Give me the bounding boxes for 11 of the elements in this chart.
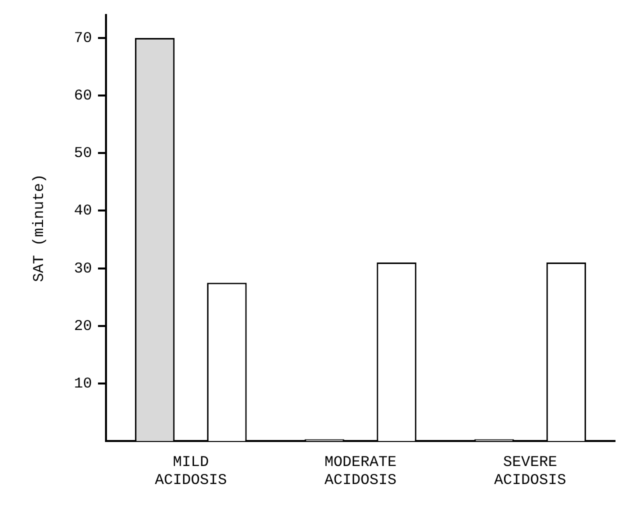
x-tick-label: SEVERE ACIDOSIS (494, 454, 566, 489)
x-tick-label: MILD ACIDOSIS (154, 454, 227, 489)
y-tick-label: 40 (74, 202, 92, 220)
y-tick-label: 70 (74, 30, 92, 47)
y-axis-title: SAT (minute) (30, 174, 48, 282)
y-tick-label: 10 (74, 375, 92, 392)
y-tick-label: 20 (74, 318, 92, 335)
y-tick-label: 60 (74, 88, 92, 105)
y-tick-label: 30 (74, 260, 92, 278)
y-tick-label: 50 (74, 145, 92, 162)
x-tick-label: MODERATE ACIDOSIS (324, 454, 397, 489)
